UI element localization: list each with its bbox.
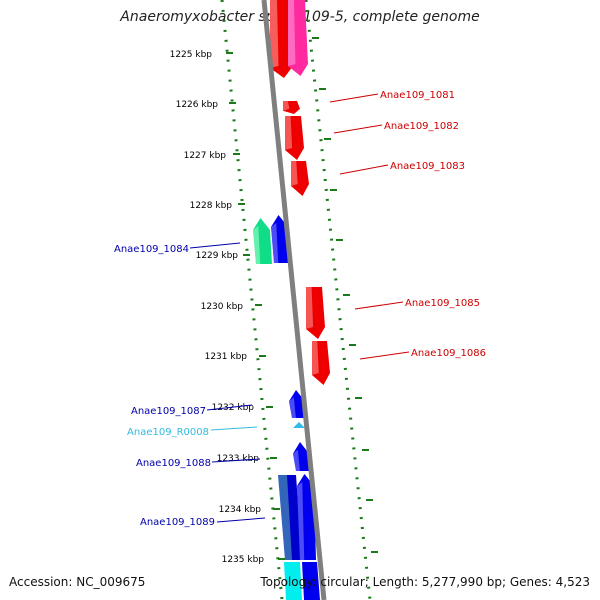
accession-text: Accession: NC_009675 [9, 575, 146, 589]
gene-arrow [285, 116, 304, 160]
gene-arrow-partial [270, 0, 293, 78]
gene-label: Anae109_1085 [405, 298, 480, 309]
gene-label: Anae109_1087 [131, 406, 206, 417]
ruler-tick-label: 1225 kbp [170, 50, 213, 60]
gene-label: Anae109_1082 [384, 121, 459, 132]
gene-block-blue [287, 475, 302, 560]
gene-labels: Anae109_1081 Anae109_1082 Anae109_1083 Anae… [114, 90, 486, 528]
gene-arrow [283, 101, 300, 114]
ruler-tick-label: 1233 kbp [217, 454, 260, 464]
ruler-ticks: 1225 kbp 1226 kbp 1227 kbp 1228 kbp 1229 kbp… [170, 37, 378, 565]
topology-text: Topology: circular; Length: 5,277,990 bp… [260, 575, 590, 589]
gene-label-leader [339, 164, 389, 175]
gene-arrow [293, 442, 311, 471]
ruler-tick-label: 1230 kbp [201, 302, 244, 312]
backbone-layer [261, 0, 327, 600]
gene-arrow [312, 341, 330, 385]
inner-dotted-guide [220, 0, 284, 600]
gene-label-leader [210, 426, 258, 431]
gene-features [253, 0, 330, 600]
gene-label-leader [211, 458, 261, 463]
gene-label-leader [189, 242, 241, 249]
gene-label-leader [333, 124, 383, 134]
gene-arrow [291, 161, 309, 196]
ruler-tick-label: 1232 kbp [212, 403, 255, 413]
ruler-tick-label: 1227 kbp [184, 151, 227, 161]
gene-block-cyan [284, 562, 302, 600]
gene-label-leader [206, 404, 253, 411]
gene-arrow [306, 287, 325, 339]
gene-label-leader [216, 517, 266, 523]
gene-label: Anae109_R0008 [127, 427, 209, 438]
gene-label-leader [329, 93, 379, 103]
gene-arrow-green [253, 218, 272, 264]
gene-arrow-partial [288, 0, 308, 76]
genome-backbone [261, 0, 327, 600]
ruler-tick-label: 1235 kbp [222, 555, 265, 565]
gene-label: Anae109_1083 [390, 161, 465, 172]
gene-block-blue [302, 562, 320, 600]
gene-arrow [289, 390, 307, 418]
gene-label: Anae109_1089 [140, 517, 215, 528]
ruler-tick-label: 1234 kbp [219, 505, 262, 515]
gene-label: Anae109_1088 [136, 458, 211, 469]
ruler-tick-label: 1228 kbp [190, 201, 233, 211]
gene-label: Anae109_1081 [380, 90, 455, 101]
gene-label-leader [354, 301, 404, 310]
ruler-tick-label: 1229 kbp [196, 251, 239, 261]
gene-label: Anae109_1086 [411, 348, 486, 359]
dotted-guides [220, 0, 372, 600]
gene-label-leader [359, 351, 410, 360]
outer-dotted-guide [304, 0, 372, 600]
rna-arrow [293, 422, 305, 428]
gene-label: Anae109_1084 [114, 244, 189, 255]
ruler-tick-label: 1226 kbp [176, 100, 219, 110]
ruler-tick-label: 1231 kbp [205, 352, 248, 362]
